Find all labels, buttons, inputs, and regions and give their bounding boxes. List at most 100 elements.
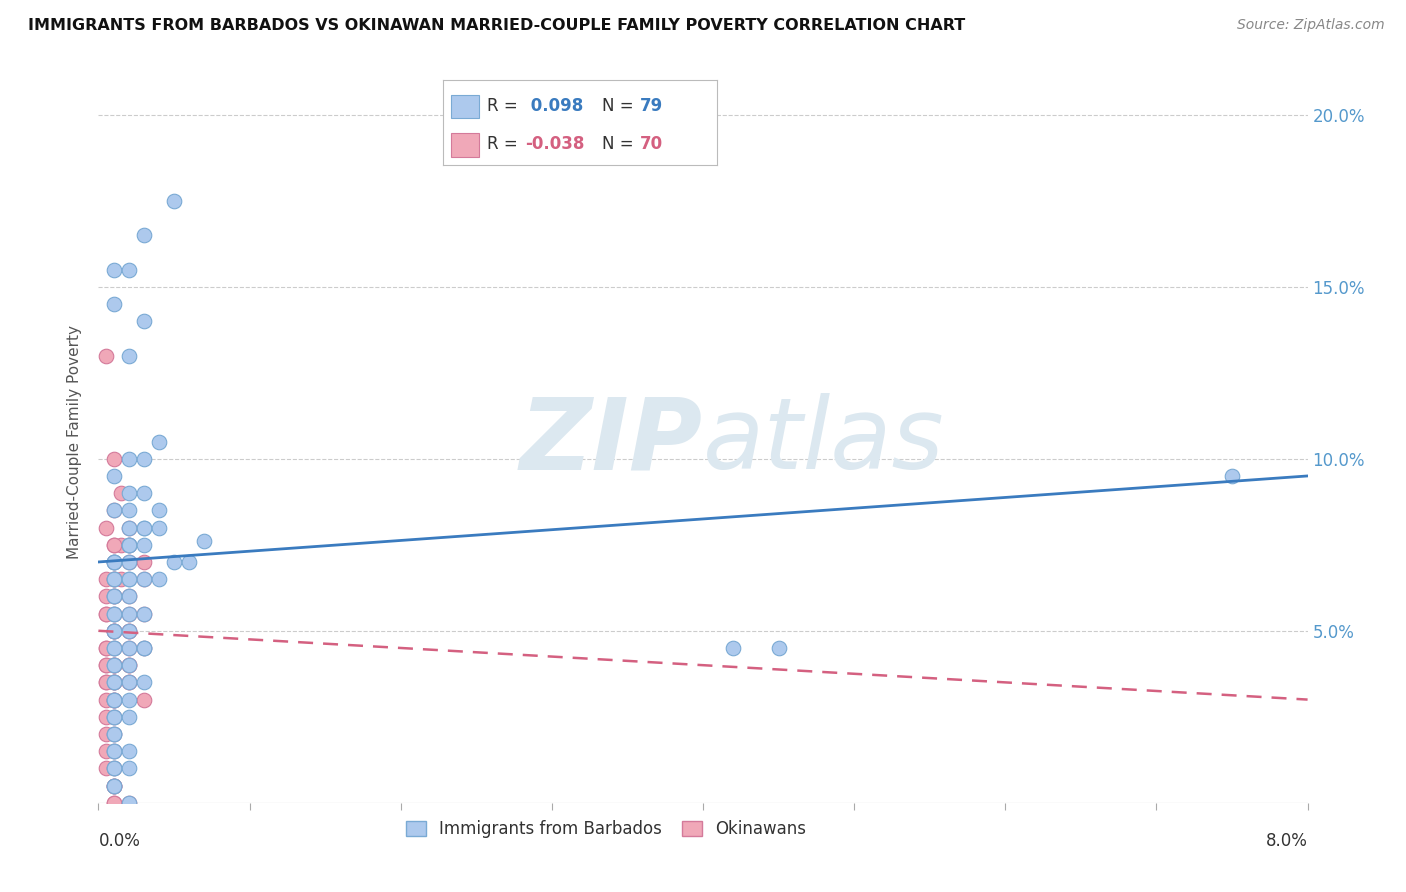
Point — [118, 349, 141, 363]
Point — [103, 572, 125, 586]
Point — [103, 451, 125, 466]
Point — [103, 727, 125, 741]
Point — [118, 262, 141, 277]
Point — [118, 624, 141, 638]
Point — [94, 590, 117, 604]
Point — [103, 727, 125, 741]
Point — [103, 658, 125, 673]
Point — [118, 796, 141, 810]
Point — [103, 503, 125, 517]
Point — [132, 607, 155, 621]
Point — [132, 520, 155, 534]
Point — [103, 779, 125, 793]
Point — [103, 640, 125, 655]
Point — [118, 451, 141, 466]
Point — [118, 640, 141, 655]
Point — [103, 710, 125, 724]
Point — [163, 194, 186, 208]
FancyBboxPatch shape — [451, 133, 478, 157]
Point — [94, 349, 117, 363]
Text: 8.0%: 8.0% — [1265, 831, 1308, 850]
Point — [118, 658, 141, 673]
Text: 79: 79 — [640, 96, 664, 115]
Point — [94, 727, 117, 741]
Point — [723, 640, 745, 655]
Point — [103, 658, 125, 673]
Point — [118, 538, 141, 552]
Point — [118, 640, 141, 655]
Point — [103, 796, 125, 810]
Point — [103, 675, 125, 690]
Point — [118, 675, 141, 690]
Point — [103, 624, 125, 638]
Point — [103, 744, 125, 758]
Point — [118, 744, 141, 758]
Point — [132, 640, 155, 655]
Point — [132, 572, 155, 586]
Text: R =: R = — [486, 135, 523, 153]
Point — [118, 796, 141, 810]
Point — [118, 590, 141, 604]
Point — [103, 692, 125, 706]
Point — [94, 607, 117, 621]
Point — [132, 451, 155, 466]
Point — [94, 675, 117, 690]
Text: ZIP: ZIP — [520, 393, 703, 490]
Point — [118, 658, 141, 673]
Point — [118, 555, 141, 569]
Point — [163, 555, 186, 569]
Point — [103, 624, 125, 638]
Point — [103, 262, 125, 277]
Point — [1220, 469, 1243, 483]
Point — [103, 590, 125, 604]
Point — [768, 640, 790, 655]
Point — [118, 572, 141, 586]
Point — [118, 607, 141, 621]
Point — [118, 486, 141, 500]
Point — [103, 779, 125, 793]
Point — [132, 572, 155, 586]
Point — [103, 590, 125, 604]
Point — [132, 692, 155, 706]
Text: 0.098: 0.098 — [526, 96, 583, 115]
Point — [103, 658, 125, 673]
Point — [94, 607, 117, 621]
Point — [103, 692, 125, 706]
Point — [94, 658, 117, 673]
Point — [103, 675, 125, 690]
Point — [118, 675, 141, 690]
Point — [118, 538, 141, 552]
Point — [103, 590, 125, 604]
Point — [132, 640, 155, 655]
Point — [118, 503, 141, 517]
Point — [148, 520, 170, 534]
Point — [118, 538, 141, 552]
Point — [118, 555, 141, 569]
Point — [94, 692, 117, 706]
Point — [94, 744, 117, 758]
Point — [148, 434, 170, 449]
Point — [103, 607, 125, 621]
Point — [103, 555, 125, 569]
Point — [103, 624, 125, 638]
Point — [132, 538, 155, 552]
Point — [118, 658, 141, 673]
Point — [103, 779, 125, 793]
Text: atlas: atlas — [703, 393, 945, 490]
Point — [103, 572, 125, 586]
Point — [132, 675, 155, 690]
Point — [118, 538, 141, 552]
Point — [103, 727, 125, 741]
Text: N =: N = — [602, 135, 638, 153]
Point — [118, 607, 141, 621]
Point — [193, 534, 215, 549]
Legend: Immigrants from Barbados, Okinawans: Immigrants from Barbados, Okinawans — [399, 814, 813, 845]
Point — [118, 710, 141, 724]
Point — [103, 624, 125, 638]
Point — [103, 675, 125, 690]
Point — [103, 658, 125, 673]
Text: R =: R = — [486, 96, 523, 115]
Point — [103, 675, 125, 690]
Point — [132, 520, 155, 534]
Point — [103, 503, 125, 517]
